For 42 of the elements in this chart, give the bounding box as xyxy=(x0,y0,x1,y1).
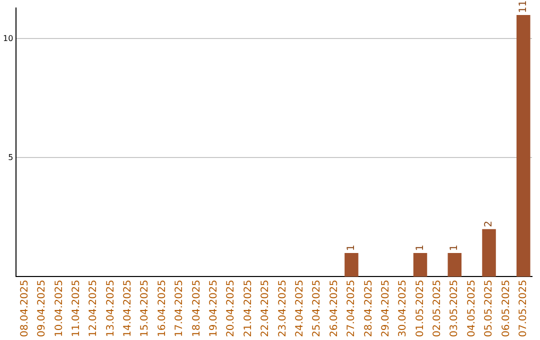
y-tick-label: 5 xyxy=(8,152,14,162)
x-tick-label: 28.04.2025 xyxy=(363,280,374,338)
x-tick-label: 15.04.2025 xyxy=(140,280,151,338)
x-tick-label: 26.04.2025 xyxy=(328,280,340,338)
x-tick-label: 02.05.2025 xyxy=(432,280,444,338)
data-label: 2 xyxy=(484,220,495,228)
x-tick-label: 25.04.2025 xyxy=(312,280,323,338)
x-tick-label: 14.04.2025 xyxy=(122,280,134,338)
x-tick-label: 13.04.2025 xyxy=(105,280,116,338)
bar xyxy=(448,252,462,277)
x-tick-label: 22.04.2025 xyxy=(260,280,272,338)
x-tick-label: 30.04.2025 xyxy=(398,280,409,338)
x-tick-label: 03.05.2025 xyxy=(449,280,460,338)
x-tick-label: 27.04.2025 xyxy=(346,280,358,338)
bar xyxy=(344,252,358,277)
x-tick-label: 09.04.2025 xyxy=(36,280,48,338)
x-tick-label: 08.04.2025 xyxy=(19,280,30,338)
x-tick-label: 16.04.2025 xyxy=(156,280,168,338)
x-tick-label: 21.04.2025 xyxy=(242,280,254,338)
x-tick-label: 06.05.2025 xyxy=(500,280,512,338)
data-label: 1 xyxy=(449,244,460,251)
bar xyxy=(482,229,496,277)
bar xyxy=(413,252,428,277)
x-tick-label: 29.04.2025 xyxy=(380,280,392,338)
x-tick-label: 24.04.2025 xyxy=(294,280,306,338)
x-tick-label: 05.05.2025 xyxy=(484,280,495,338)
x-tick-label: 18.04.2025 xyxy=(191,280,202,338)
x-tick-label: 01.05.2025 xyxy=(414,280,426,338)
x-tick-label: 10.04.2025 xyxy=(54,280,65,338)
data-label: 11 xyxy=(518,0,529,13)
x-tick-label: 20.04.2025 xyxy=(226,280,237,338)
bar xyxy=(516,14,530,277)
data-label: 1 xyxy=(414,244,426,251)
x-tick-label: 19.04.2025 xyxy=(208,280,220,338)
x-tick-label: 04.05.2025 xyxy=(466,280,478,338)
x-tick-label: 11.04.2025 xyxy=(70,280,82,338)
x-tick-label: 23.04.2025 xyxy=(277,280,288,338)
x-tick-label: 12.04.2025 xyxy=(88,280,100,338)
y-tick-label: 10 xyxy=(2,34,14,43)
x-tick-label: 07.05.2025 xyxy=(518,280,529,338)
data-label: 1 xyxy=(346,244,358,251)
x-tick-label: 17.04.2025 xyxy=(174,280,186,338)
